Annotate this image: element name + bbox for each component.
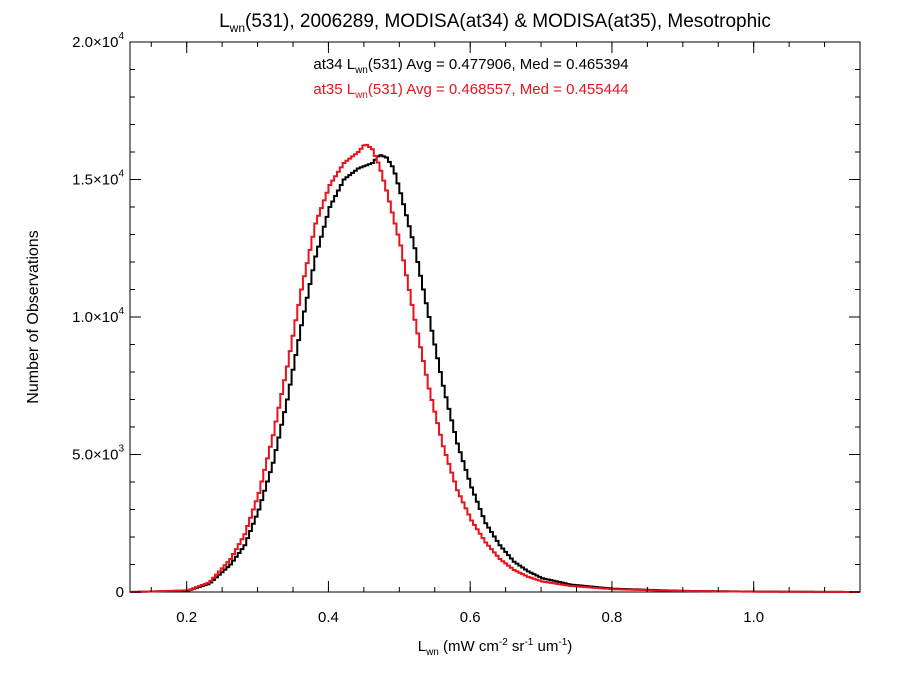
x-tick-label: 0.4 <box>318 609 339 626</box>
y-tick-label-base: 1.5×10 <box>72 172 118 189</box>
y-tick-label-base: 2.0×10 <box>72 34 118 51</box>
x-tick-label: 0.6 <box>460 609 481 626</box>
x-axis-label-mid1: sr <box>508 638 525 655</box>
x-tick-label: 0.8 <box>602 609 623 626</box>
series-line-0 <box>130 154 860 593</box>
annotation-at34-prefix: at34 L <box>313 56 355 73</box>
plot-frame <box>129 41 861 593</box>
annotation-at34: at34 Lwn(531) Avg = 0.477906, Med = 0.46… <box>313 56 628 76</box>
y-tick-label: 5.0×103 <box>72 444 124 464</box>
series-line-1 <box>130 143 860 593</box>
x-axis-label-sup2: -1 <box>524 637 533 648</box>
y-tick-label: 1.0×104 <box>72 306 124 326</box>
x-axis-label-sup3: -1 <box>558 637 567 648</box>
y-tick-label-base: 0 <box>116 584 124 601</box>
x-axis-label: Lwn (mW cm-2 sr-1 um-1) <box>418 637 573 658</box>
y-tick-label-base: 5.0×10 <box>72 447 118 464</box>
chart-title-rest: (531), 2006289, MODISA(at34) & MODISA(at… <box>245 11 771 32</box>
y-tick-label: 0 <box>116 584 124 601</box>
annotation-at34-sub: wn <box>354 65 368 76</box>
plot-area <box>129 41 861 593</box>
annotation-at34-rest: (531) Avg = 0.477906, Med = 0.465394 <box>368 56 629 73</box>
y-tick-label-base: 1.0×10 <box>72 309 118 326</box>
x-tick-label: 0.2 <box>176 609 197 626</box>
y-tick-label-exp: 4 <box>118 306 124 317</box>
x-axis-label-sup1: -2 <box>499 637 508 648</box>
x-axis-label-end: ) <box>567 638 572 655</box>
y-tick-label-exp: 4 <box>118 169 124 180</box>
annotation-at35: at35 Lwn(531) Avg = 0.468557, Med = 0.45… <box>313 81 628 101</box>
y-tick-label: 2.0×104 <box>72 31 124 51</box>
chart-title-sub: wn <box>229 21 245 35</box>
x-axis-label-mid2: um <box>533 638 558 655</box>
tick-layer: 0.2 0.4 0.6 0.8 1.005.0×1031.0×1041.5×1042.0… <box>72 31 861 626</box>
x-axis-label-rest: (mW cm <box>439 638 499 655</box>
x-axis-label-sub: wn <box>425 647 439 658</box>
y-axis-label: Number of Observations <box>25 230 42 403</box>
x-tick-label: 1.0 <box>743 609 764 626</box>
annotation-at35-prefix: at35 L <box>313 81 355 98</box>
chart-title-main: L <box>219 11 230 32</box>
chart-title: Lwn(531), 2006289, MODISA(at34) & MODISA… <box>219 11 771 35</box>
series-layer <box>130 143 860 593</box>
annotation-at35-rest: (531) Avg = 0.468557, Med = 0.455444 <box>368 81 629 98</box>
y-tick-label-exp: 3 <box>118 444 124 455</box>
annotation-at35-sub: wn <box>354 90 368 101</box>
y-tick-label-exp: 4 <box>118 31 124 42</box>
x-axis-label-main: L <box>418 638 426 655</box>
y-tick-label: 1.5×104 <box>72 169 124 189</box>
